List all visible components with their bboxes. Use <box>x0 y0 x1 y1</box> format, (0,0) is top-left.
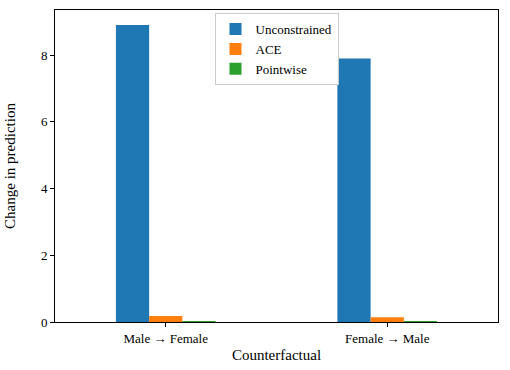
svg-text:Unconstrained: Unconstrained <box>256 22 332 37</box>
svg-text:Male → Female: Male → Female <box>124 331 209 346</box>
svg-text:8: 8 <box>41 48 48 63</box>
svg-text:Change in prediction: Change in prediction <box>2 103 18 229</box>
svg-text:4: 4 <box>41 181 48 196</box>
svg-text:Pointwise: Pointwise <box>256 62 308 77</box>
svg-text:0: 0 <box>41 315 48 330</box>
svg-text:Counterfactual: Counterfactual <box>232 347 321 363</box>
svg-text:ACE: ACE <box>256 42 282 57</box>
svg-text:Female → Male: Female → Male <box>345 331 430 346</box>
svg-text:6: 6 <box>41 114 48 129</box>
svg-text:2: 2 <box>41 248 48 263</box>
